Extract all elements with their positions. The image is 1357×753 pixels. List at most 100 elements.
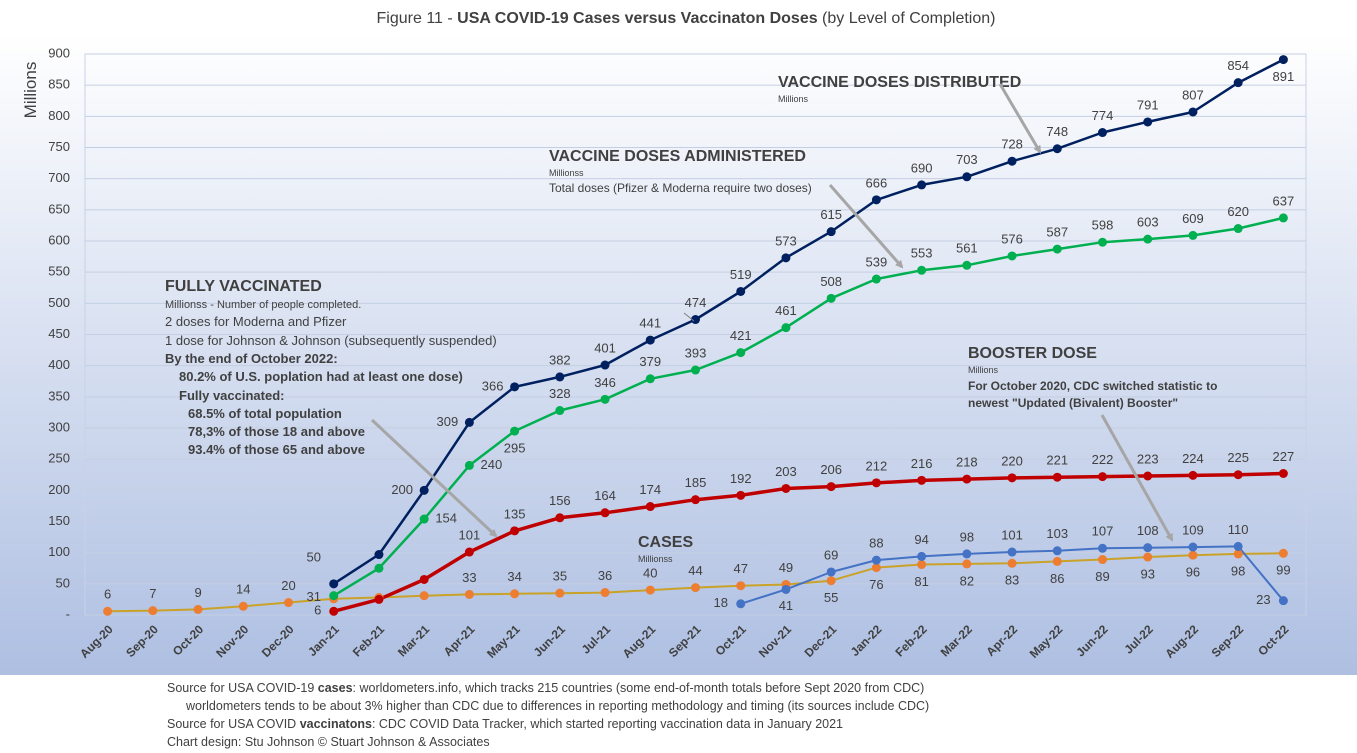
annotation-text: Millionss	[549, 168, 584, 178]
source-part: : CDC COVID Data Tracker, which started …	[372, 717, 843, 731]
y-tick-label: 600	[48, 232, 70, 247]
data-label: 14	[236, 582, 250, 597]
data-point	[1278, 596, 1288, 606]
data-point	[1233, 78, 1243, 88]
data-point	[1233, 541, 1243, 551]
data-point	[917, 265, 927, 275]
source-line: Source for USA COVID vaccinatons: CDC CO…	[167, 717, 843, 731]
data-label: 620	[1227, 204, 1249, 219]
data-label: 615	[820, 207, 842, 222]
data-label: 101	[1001, 527, 1023, 542]
data-label: 23	[1256, 592, 1270, 607]
data-label: 96	[1186, 565, 1200, 580]
data-point	[691, 315, 700, 325]
data-label: 89	[1095, 569, 1109, 584]
data-label: 218	[956, 455, 978, 470]
data-point	[781, 483, 791, 493]
data-label: 99	[1276, 563, 1290, 578]
data-label: 748	[1046, 124, 1068, 139]
data-point	[1098, 555, 1107, 565]
data-label: 379	[639, 354, 661, 369]
source-part: : worldometers.info, which tracks 215 co…	[353, 681, 925, 695]
data-point	[962, 474, 972, 484]
data-point	[781, 323, 791, 333]
data-label: 107	[1092, 524, 1114, 539]
data-label: 154	[435, 510, 457, 525]
annotation-title: VACCINE DOSES DISTRIBUTED	[778, 74, 1021, 91]
series-line	[333, 216, 1284, 597]
data-label: 41	[779, 598, 793, 613]
data-label: 703	[956, 152, 978, 167]
data-point	[736, 490, 746, 500]
data-point	[1007, 558, 1017, 568]
data-label: 40	[643, 566, 657, 581]
title-part: Figure 11 -	[377, 10, 458, 27]
data-point	[871, 555, 881, 565]
y-tick-label: 150	[48, 513, 70, 528]
data-point	[1007, 156, 1017, 166]
y-tick-label: 250	[48, 451, 70, 466]
y-tick-label: 550	[48, 264, 70, 279]
y-tick-label: 800	[48, 108, 70, 123]
y-tick-label: 650	[48, 201, 70, 216]
data-label: 774	[1092, 108, 1114, 123]
data-label: 7	[149, 586, 156, 601]
data-point	[1052, 556, 1062, 566]
data-point	[1143, 471, 1153, 481]
data-label: 553	[911, 246, 933, 261]
data-label: 728	[1001, 137, 1023, 152]
series-line	[333, 471, 1284, 613]
data-point	[238, 601, 248, 611]
data-label: 192	[730, 471, 752, 486]
data-label: 222	[1092, 452, 1114, 467]
data-point	[419, 574, 429, 584]
data-point	[510, 382, 520, 392]
data-label: 47	[733, 561, 747, 576]
data-label: 69	[824, 547, 838, 562]
data-point	[329, 606, 339, 616]
data-label: 110	[1228, 522, 1249, 537]
data-point	[962, 549, 972, 559]
data-label: 18	[713, 595, 727, 610]
y-tick-label: 450	[48, 326, 70, 341]
data-point	[917, 560, 927, 570]
data-label: 156	[549, 493, 571, 508]
data-point	[917, 180, 927, 190]
source-notes: Source for USA COVID-19 cases: worldomet…	[167, 681, 929, 749]
data-point	[555, 588, 565, 598]
data-label: 461	[775, 303, 797, 318]
data-label: 366	[482, 378, 504, 393]
data-label: 93	[1140, 566, 1154, 581]
data-label: 36	[598, 568, 612, 583]
y-tick-label: 900	[48, 45, 70, 60]
data-label: 240	[481, 457, 503, 472]
annotation-text: For October 2020, CDC switched statistic…	[968, 379, 1217, 393]
data-point	[736, 581, 746, 591]
title-part: (by Level of Completion)	[818, 10, 996, 27]
arrow	[998, 83, 1042, 154]
data-point	[1278, 213, 1288, 223]
arrow	[370, 418, 498, 538]
data-point	[691, 495, 700, 505]
series-line	[333, 58, 1284, 585]
chart-title: Figure 11 - USA COVID-19 Cases versus Va…	[377, 10, 996, 27]
data-point	[826, 482, 836, 492]
source-part: cases	[318, 681, 353, 695]
data-point	[871, 563, 881, 573]
data-label: 603	[1137, 215, 1159, 230]
data-point	[555, 513, 565, 523]
y-tick-label: 300	[48, 419, 70, 434]
source-part: Chart design: Stu Johnson © Stuart Johns…	[167, 735, 490, 749]
data-point	[1098, 472, 1107, 482]
data-point	[781, 253, 791, 263]
data-point	[1233, 470, 1243, 480]
arrow	[828, 184, 904, 269]
data-point	[374, 550, 384, 560]
marks: 6 7 9 14 20 33 34 35 36 40 44 47 49 55 76 81 82 83 86 89 93 9…	[103, 55, 1294, 618]
data-label: 86	[1050, 571, 1064, 586]
data-label: 20	[281, 578, 295, 593]
y-tick-label: 500	[48, 295, 70, 310]
y-tick-label: 350	[48, 388, 70, 403]
data-label: 474	[685, 295, 707, 310]
